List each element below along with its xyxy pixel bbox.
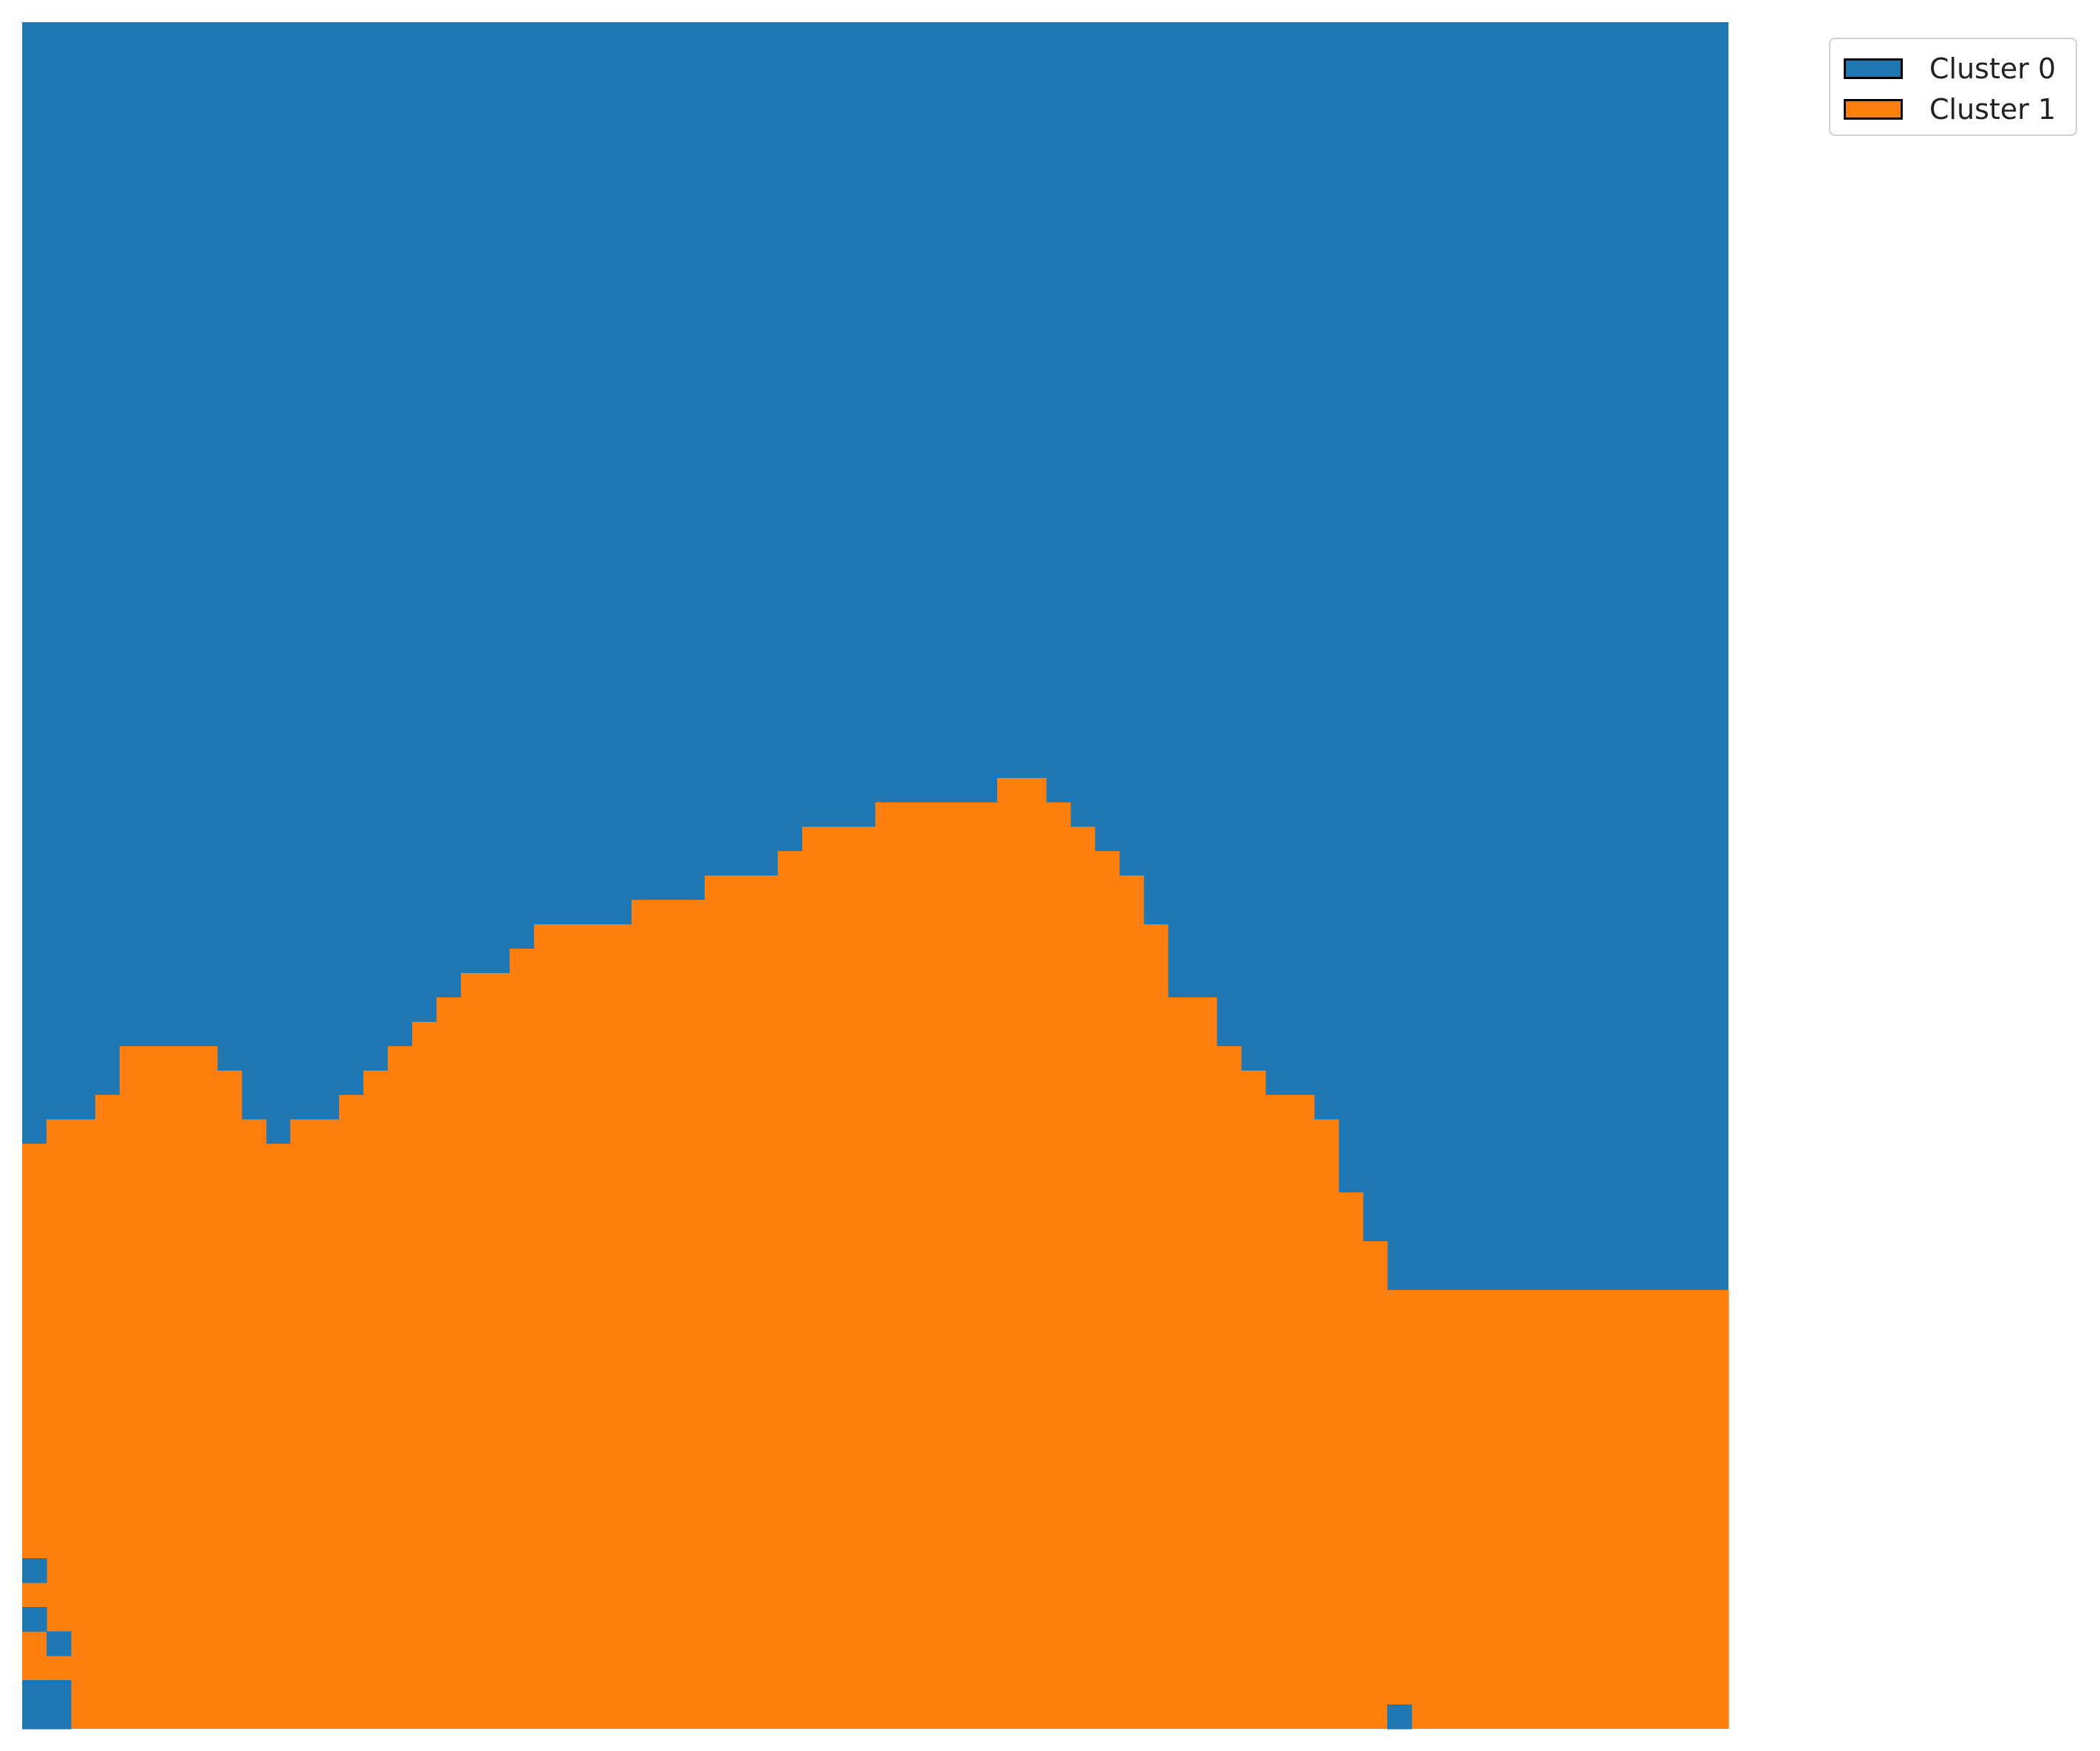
cluster-1-column <box>1363 1241 1388 1729</box>
cluster-1-column <box>1460 1290 1485 1729</box>
cluster-0-cell <box>47 1631 72 1656</box>
cluster-1-column <box>95 1095 120 1729</box>
cluster-1-column <box>1704 1290 1729 1729</box>
cluster-1-column <box>1412 1290 1437 1729</box>
cluster-1-column <box>485 973 510 1729</box>
cluster-1-column <box>1022 778 1047 1729</box>
cluster-1-column <box>802 827 827 1729</box>
cluster-1-column <box>437 997 462 1729</box>
cluster-1-column <box>1509 1290 1534 1729</box>
cluster-1-column <box>973 802 998 1729</box>
cluster-1-column <box>607 924 632 1729</box>
cluster-1-column <box>1338 1192 1364 1729</box>
legend: Cluster 0 Cluster 1 <box>1829 38 2077 136</box>
cluster-1-column <box>168 1046 194 1729</box>
cluster-1-column <box>1217 1046 1242 1729</box>
cluster-0-cell <box>22 1558 47 1583</box>
cluster-1-column <box>948 802 974 1729</box>
cluster-1-column <box>120 1046 145 1729</box>
cluster-1-column <box>412 1022 437 1729</box>
cluster-1-column <box>1582 1290 1607 1729</box>
cluster-0-cell <box>47 1680 72 1705</box>
cluster-0-cell <box>22 1680 47 1705</box>
cluster-1-column <box>1436 1290 1461 1729</box>
cluster-1-column <box>1631 1290 1656 1729</box>
cluster-0-cell <box>22 1704 47 1730</box>
cluster-1-column <box>705 876 730 1729</box>
cluster-1-column <box>656 900 681 1729</box>
cluster-1-column <box>1558 1290 1583 1729</box>
cluster-1-column <box>827 827 852 1729</box>
cluster-1-column <box>997 778 1022 1729</box>
cluster-1-column <box>1533 1290 1559 1729</box>
cluster-1-column <box>900 802 925 1729</box>
cluster-1-column <box>778 851 803 1729</box>
cluster-1-column <box>1485 1290 1510 1729</box>
cluster-1-column <box>1143 924 1169 1729</box>
legend-swatch-cluster-1 <box>1844 98 1903 120</box>
cluster-1-column <box>193 1046 218 1729</box>
cluster-1-column <box>388 1046 413 1729</box>
cluster-1-column <box>266 1144 291 1729</box>
legend-item-cluster-1: Cluster 1 <box>1844 89 2062 129</box>
cluster-1-column <box>461 973 486 1729</box>
cluster-1-column <box>1192 997 1217 1729</box>
cluster-1-column <box>1607 1290 1632 1729</box>
legend-swatch-cluster-0 <box>1844 58 1903 79</box>
legend-item-cluster-0: Cluster 0 <box>1844 48 2062 89</box>
cluster-1-column <box>680 900 705 1729</box>
cluster-1-column <box>1095 851 1120 1729</box>
cluster-1-column <box>1168 997 1193 1729</box>
cluster-1-column <box>632 900 657 1729</box>
cluster-1-column <box>217 1071 242 1729</box>
cluster-1-column <box>1680 1290 1705 1729</box>
legend-label-cluster-1: Cluster 1 <box>1929 92 2056 126</box>
cluster-1-column <box>1655 1290 1680 1729</box>
cluster-1-column <box>71 1119 96 1729</box>
cluster-1-column <box>1046 802 1071 1729</box>
cluster-1-column <box>242 1119 267 1729</box>
cluster-1-column <box>875 802 900 1729</box>
cluster-0-cell <box>47 1704 72 1730</box>
cluster-1-column <box>339 1095 364 1729</box>
cluster-1-column <box>363 1071 389 1729</box>
cluster-1-column <box>924 802 949 1729</box>
cluster-1-column <box>290 1119 315 1729</box>
cluster-1-column <box>558 924 584 1729</box>
cluster-1-column <box>729 876 754 1729</box>
cluster-1-column <box>510 949 535 1729</box>
cluster-1-column <box>1119 876 1144 1729</box>
cluster-1-column <box>1314 1119 1339 1729</box>
legend-label-cluster-0: Cluster 0 <box>1929 52 2056 85</box>
cluster-1-column <box>1070 827 1095 1729</box>
cluster-1-column <box>22 1144 47 1729</box>
cluster-1-column <box>1387 1290 1412 1729</box>
cluster-1-column <box>144 1046 169 1729</box>
cluster-1-column <box>583 924 608 1729</box>
cluster-1-column <box>47 1119 72 1729</box>
cluster-1-column <box>534 924 559 1729</box>
cluster-1-column <box>1290 1095 1315 1729</box>
cluster-1-column <box>851 827 876 1729</box>
cluster-1-column <box>1265 1095 1290 1729</box>
cluster-0-cell <box>22 1607 47 1632</box>
cluster-1-column <box>753 876 779 1729</box>
cluster-1-column <box>1241 1071 1266 1729</box>
cluster-1-column <box>315 1119 340 1729</box>
cluster-0-cell <box>1387 1704 1412 1730</box>
